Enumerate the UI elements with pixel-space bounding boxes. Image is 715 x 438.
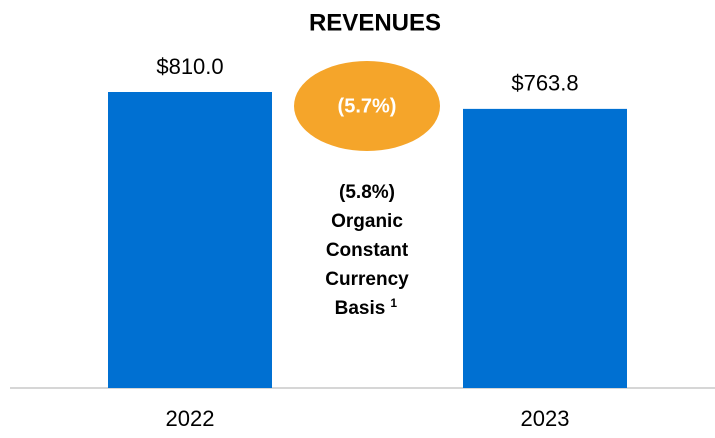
note-superscript: 1 bbox=[390, 296, 397, 310]
x-tick-label: 2023 bbox=[521, 406, 570, 431]
callout-text: (5.7%) bbox=[338, 95, 397, 117]
chart-title: REVENUES bbox=[309, 9, 441, 36]
callout-bubble bbox=[294, 61, 440, 151]
value-label: $763.8 bbox=[511, 71, 578, 96]
x-tick-label: 2022 bbox=[166, 406, 215, 431]
value-label: $810.0 bbox=[156, 54, 223, 79]
note-line: Basis bbox=[335, 298, 386, 319]
note-line: Constant bbox=[326, 240, 409, 261]
bar bbox=[463, 108, 627, 388]
note-line: Organic bbox=[331, 211, 403, 232]
note-line: Currency bbox=[325, 269, 409, 290]
note-line: (5.8%) bbox=[339, 182, 395, 203]
bar bbox=[108, 92, 272, 388]
